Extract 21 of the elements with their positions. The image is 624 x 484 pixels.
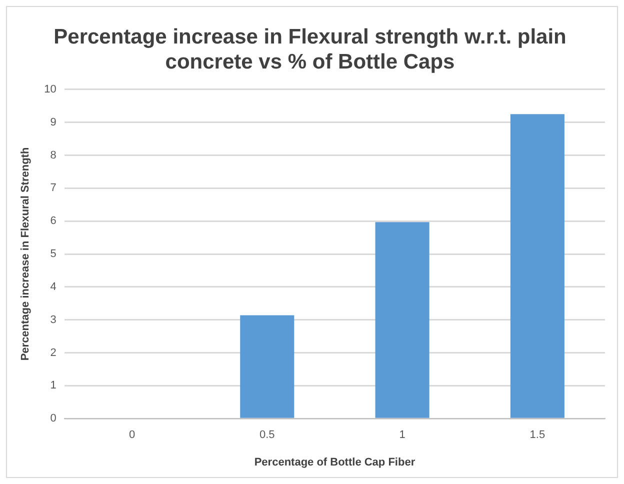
y-tick-label: 6 [50, 215, 56, 228]
y-tick-label: 10 [44, 83, 56, 96]
y-tick-label: 8 [50, 149, 56, 162]
x-tick-label: 0.5 [260, 429, 275, 442]
bar [510, 114, 564, 418]
y-tick-label: 7 [50, 182, 56, 194]
y-tick-label: 0 [50, 412, 56, 425]
y-tick-label: 1 [50, 380, 56, 392]
y-tick-label: 4 [50, 280, 56, 293]
chart-title: Percentage increase in Flexural strength w.r.t. plain concrete vs % of Bottle Caps [54, 25, 566, 74]
bar [375, 222, 430, 418]
y-tick-label: 3 [50, 314, 56, 326]
y-tick-label: 2 [50, 346, 56, 359]
y-tick-label: 5 [50, 248, 56, 260]
x-tick-label: 1.5 [530, 429, 546, 442]
y-tick-label: 9 [50, 116, 56, 128]
bar [240, 315, 294, 418]
x-tick-label: 1 [399, 429, 406, 442]
y-axis-title: Percentage increase in Flexural Strength [20, 147, 32, 361]
x-tick-label: 0 [128, 429, 136, 442]
x-axis-title: Percentage of Bottle Cap Fiber [254, 456, 416, 468]
